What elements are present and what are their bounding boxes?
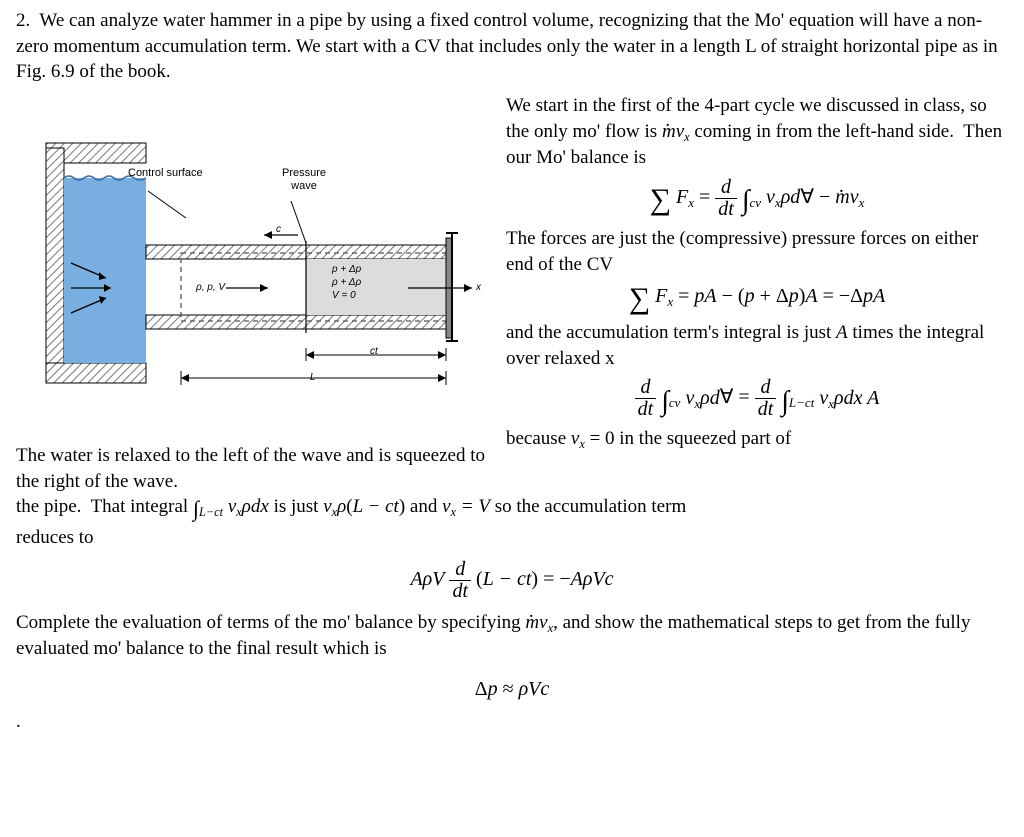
equation-final: Δp ≈ ρVc — [16, 676, 1008, 703]
pipe-diagram-svg — [16, 123, 486, 433]
label-control-surface: Control surface — [128, 167, 203, 180]
diagram-caption: The water is relaxed to the left of the … — [16, 443, 486, 494]
right-column: We start in the first of the 4-part cycl… — [506, 93, 1008, 494]
label-x: x — [476, 281, 481, 295]
problem-number: 2. — [16, 10, 30, 31]
full-width-line-2: reduces to — [16, 525, 1008, 551]
right-para-4: because vx = 0 in the squeezed part of — [506, 426, 1008, 453]
label-pressure-wave: Pressurewave — [274, 167, 334, 192]
label-c: c — [276, 223, 281, 237]
label-left-state: ρ, p, V — [196, 281, 225, 295]
equation-reduced: AρV ddt (L − ct) = −AρVc — [16, 559, 1008, 602]
trailing-period: . — [16, 709, 1008, 735]
left-column: Control surface Pressurewave c ρ, p, V p… — [16, 93, 486, 494]
intro-text: We can analyze water hammer in a pipe by… — [16, 10, 998, 82]
label-right-state: p + Δp ρ + Δρ V = 0 — [332, 263, 361, 302]
right-para-3: and the accumulation term's integral is … — [506, 320, 1008, 371]
equation-forces: ∑ Fx = pA − (p + Δp)A = −ΔpA — [506, 283, 1008, 314]
right-para-2: The forces are just the (compressive) pr… — [506, 226, 1008, 277]
equation-mo-balance: ∑ Fx = ddt ∫cv vxρd∀ − mvx — [506, 177, 1008, 220]
label-L: L — [310, 371, 316, 385]
problem-intro: 2. We can analyze water hammer in a pipe… — [16, 8, 1008, 85]
full-width-line-1: the pipe. That integral ∫L−ct vxρdx is j… — [16, 494, 1008, 521]
control-volume-diagram: Control surface Pressurewave c ρ, p, V p… — [16, 123, 486, 433]
complete-instruction: Complete the evaluation of terms of the … — [16, 610, 1008, 662]
equation-accumulation: ddt ∫cv vxρd∀ = ddt ∫L−ct vxρdx A — [506, 377, 1008, 420]
label-ct: ct — [370, 345, 378, 359]
two-column-region: Control surface Pressurewave c ρ, p, V p… — [16, 93, 1008, 494]
right-para-1: We start in the first of the 4-part cycl… — [506, 93, 1008, 171]
